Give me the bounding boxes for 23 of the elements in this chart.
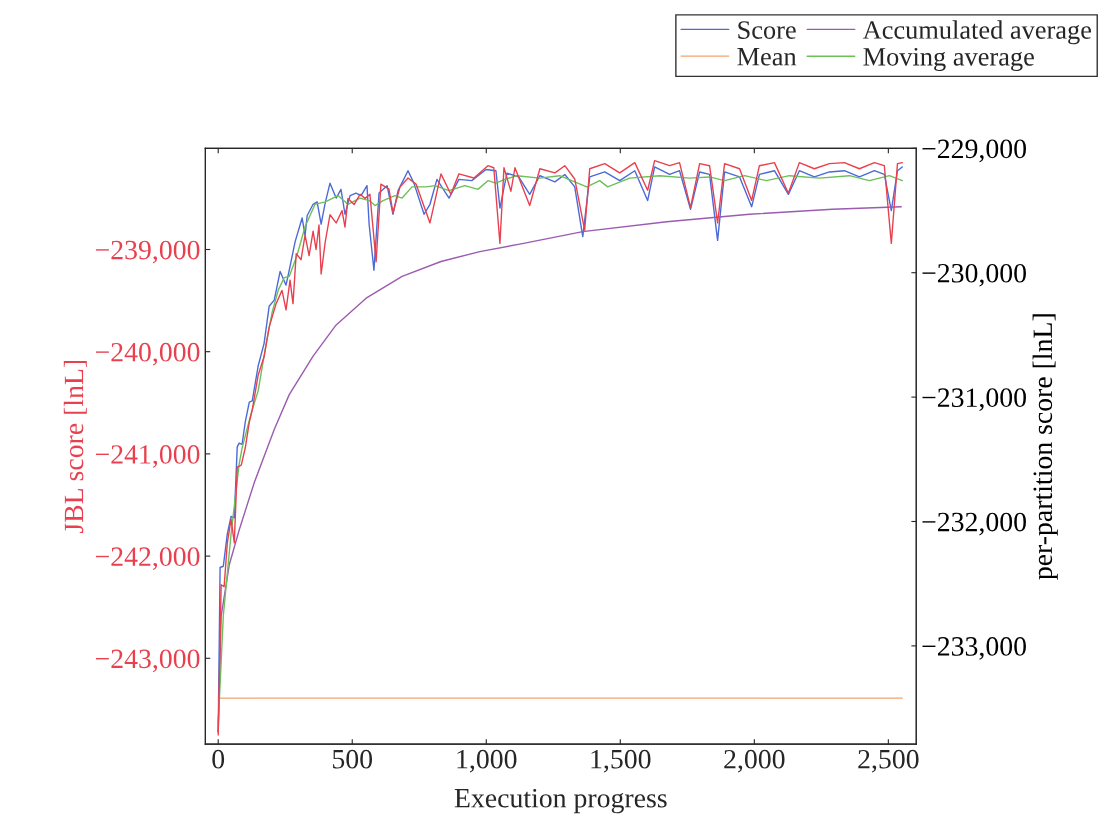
x-tick-label: 500	[333, 749, 373, 769]
y-tick-label: −239,000	[95, 240, 200, 264]
y-tick-label: −242,000	[95, 547, 200, 571]
y2-tick-label: −229,000	[922, 139, 1026, 163]
x-tick-label: 2,500	[858, 749, 919, 773]
x-tick-label: 2,000	[724, 749, 785, 773]
legend-label: Moving average	[863, 47, 1034, 72]
y-tick-label: −241,000	[95, 445, 200, 468]
x-tick-label: 0	[212, 749, 225, 769]
y2-tick-label: −232,000	[922, 512, 1026, 536]
legend-label: Accumulated average	[862, 20, 1092, 45]
x-axis-title: Execution progress	[454, 788, 667, 814]
y2-tick-label: −231,000	[922, 388, 1026, 412]
x-tick-label: 1,500	[591, 749, 651, 773]
y2-axis-title: per-partition score [lnL]	[1032, 314, 1058, 580]
y-axis-title: JBL score [lnL]	[63, 360, 87, 534]
legend-label: Score	[738, 21, 796, 39]
y-tick-label: −240,000	[95, 342, 200, 366]
x-tick-label: 1,000	[457, 749, 517, 773]
y2-tick-label: −230,000	[922, 263, 1026, 287]
legend-label: Mean	[737, 48, 797, 66]
y-tick-label: −243,000	[95, 649, 200, 673]
y2-tick-label: −233,000	[922, 637, 1026, 660]
